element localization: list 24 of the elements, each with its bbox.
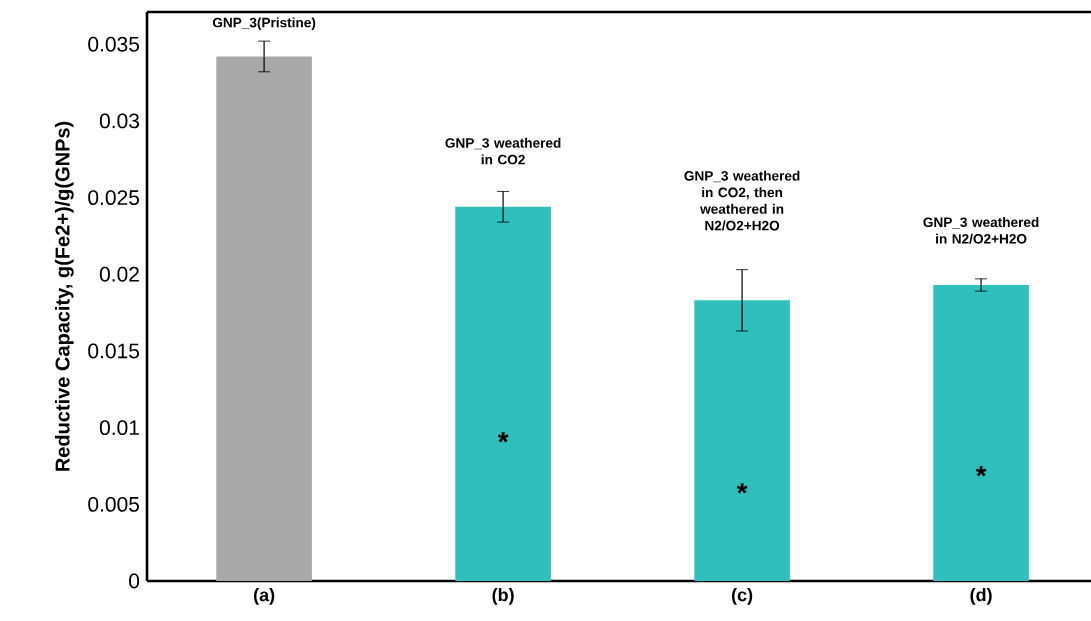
annotation: * <box>975 466 987 477</box>
x-tick-label: (c) <box>731 588 753 605</box>
y-tick-label: 0.005 <box>88 496 140 512</box>
x-tick-label: (b) <box>492 588 514 605</box>
annotation: GNP_3(Pristine) <box>212 17 316 31</box>
y-tick-label: 0.01 <box>99 420 139 436</box>
annotation: GNP_3 weathered in CO2, then weathered in N2/O2+H2O <box>684 170 800 231</box>
bar <box>455 206 551 581</box>
y-axis-title: Reductive Capacity, g(Fe2+)/g(GNPs) <box>54 121 74 471</box>
annotation: GNP_3 weathered in N2/O2+H2O <box>923 217 1039 244</box>
y-tick-label: 0.03 <box>99 113 140 129</box>
bar <box>216 56 312 581</box>
y-tick-label: 0.025 <box>88 190 140 206</box>
y-tick-label: 0.015 <box>88 343 140 359</box>
y-tick-label: 0.035 <box>88 36 140 52</box>
x-tick-label: (d) <box>970 588 992 605</box>
annotation: * <box>736 483 748 494</box>
y-tick-label: 0 <box>129 573 140 589</box>
y-tick-label: 0.02 <box>99 266 139 282</box>
bar <box>933 284 1029 581</box>
annotation: * <box>497 431 509 443</box>
bar <box>694 300 790 581</box>
x-tick-label: (a) <box>254 588 275 605</box>
annotation: GNP_3 weathered in CO2 <box>445 137 561 165</box>
